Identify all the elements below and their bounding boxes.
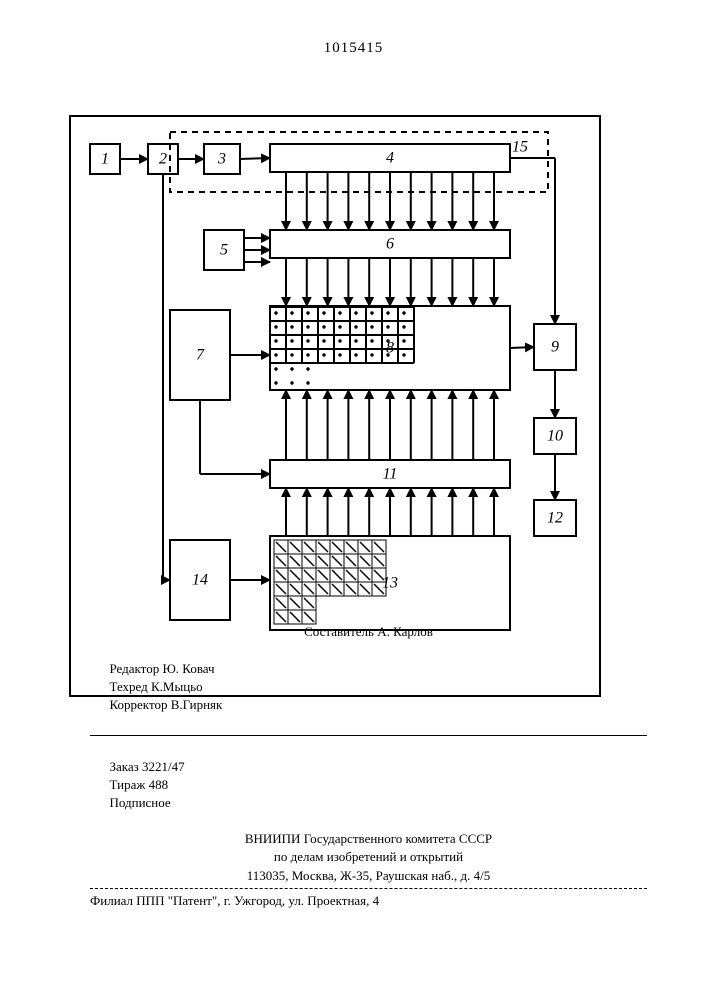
tirazh: Тираж 488 (110, 777, 169, 792)
svg-text:1: 1 (101, 151, 109, 168)
svg-text:5: 5 (220, 242, 228, 259)
rule-1 (90, 735, 647, 736)
svg-text:10: 10 (547, 428, 563, 445)
org1: ВНИИПИ Государственного комитета СССР (90, 830, 647, 848)
svg-text:15: 15 (512, 139, 528, 156)
svg-text:4: 4 (386, 150, 394, 167)
techred: Техред К.Мыцьо (110, 679, 203, 694)
svg-text:6: 6 (386, 236, 394, 253)
order-line: Заказ 3221/47 Тираж 488 Подписное (90, 739, 647, 830)
svg-text:11: 11 (383, 466, 398, 483)
svg-text:7: 7 (196, 347, 205, 364)
svg-text:9: 9 (551, 339, 559, 356)
editor-line: Редактор Ю. Ковач Техред К.Мыцьо Коррект… (90, 641, 647, 732)
footer: Составитель А. Карлов Редактор Ю. Ковач … (90, 623, 647, 910)
svg-text:2: 2 (159, 151, 167, 168)
svg-text:14: 14 (192, 572, 208, 589)
block-diagram: 151234567891011121314 (0, 0, 707, 720)
svg-text:13: 13 (382, 575, 398, 592)
filial: Филиал ППП "Патент", г. Ужгород, ул. Про… (90, 892, 647, 910)
order: Заказ 3221/47 (110, 759, 185, 774)
svg-text:12: 12 (547, 510, 563, 527)
page: 1015415 151234567891011121314 Составител… (0, 0, 707, 1000)
org2: по делам изобретений и открытий (90, 848, 647, 866)
compiler-line: Составитель А. Карлов (90, 623, 647, 641)
addr1: 113035, Москва, Ж-35, Раушская наб., д. … (90, 867, 647, 885)
podpisnoe: Подписное (110, 795, 171, 810)
corrector: Корректор В.Гирняк (110, 697, 223, 712)
svg-text:3: 3 (217, 151, 226, 168)
editor: Редактор Ю. Ковач (110, 661, 215, 676)
rule-dashed (90, 888, 647, 889)
